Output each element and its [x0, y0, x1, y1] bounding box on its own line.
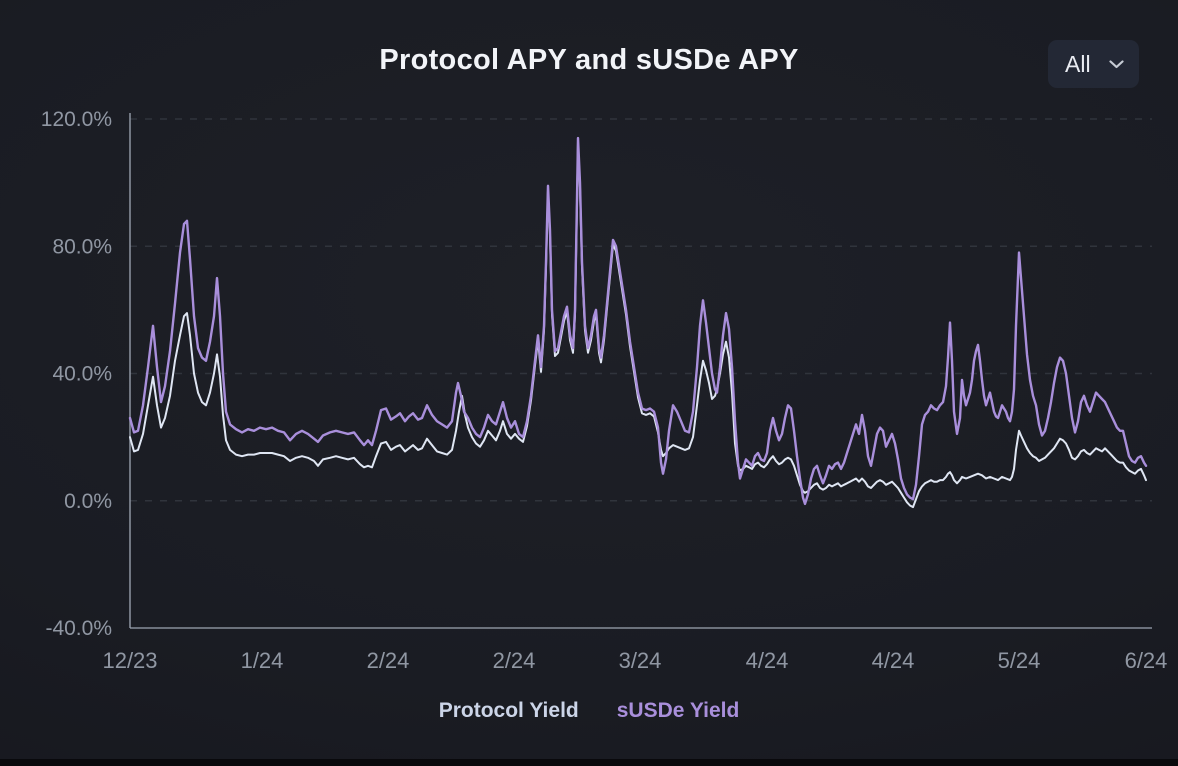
x-axis-label: 5/24	[998, 648, 1041, 673]
y-axis-label: 40.0%	[52, 363, 112, 386]
x-axis-label: 6/24	[1125, 648, 1168, 673]
x-axis-label: 4/24	[872, 648, 915, 673]
chevron-down-icon	[1109, 59, 1124, 69]
x-axis-label: 12/23	[102, 648, 157, 673]
x-axis-label: 2/24	[493, 648, 536, 673]
chart-legend: Protocol Yield sUSDe Yield	[0, 699, 1178, 723]
y-axis-label: 80.0%	[52, 235, 112, 258]
legend-item-susde-yield[interactable]: sUSDe Yield	[616, 699, 740, 722]
x-axis-label: 1/24	[241, 648, 284, 673]
time-range-selector[interactable]: All	[1048, 40, 1139, 88]
x-axis-label: 2/24	[367, 648, 410, 673]
legend-item-protocol-yield[interactable]: Protocol Yield	[438, 699, 579, 722]
y-axis-label: 0.0%	[64, 490, 112, 513]
bottom-strip	[0, 759, 1178, 766]
susde-yield-line	[128, 136, 1148, 506]
time-range-value: All	[1065, 50, 1091, 77]
y-axis-label: 120.0%	[41, 108, 112, 131]
y-axis-label: -40.0%	[45, 617, 112, 640]
page-title: Protocol APY and sUSDe APY	[379, 44, 799, 76]
x-axis-label: 3/24	[619, 648, 662, 673]
x-axis-label: 4/24	[746, 648, 789, 673]
protocol-yield-line	[129, 141, 1147, 509]
